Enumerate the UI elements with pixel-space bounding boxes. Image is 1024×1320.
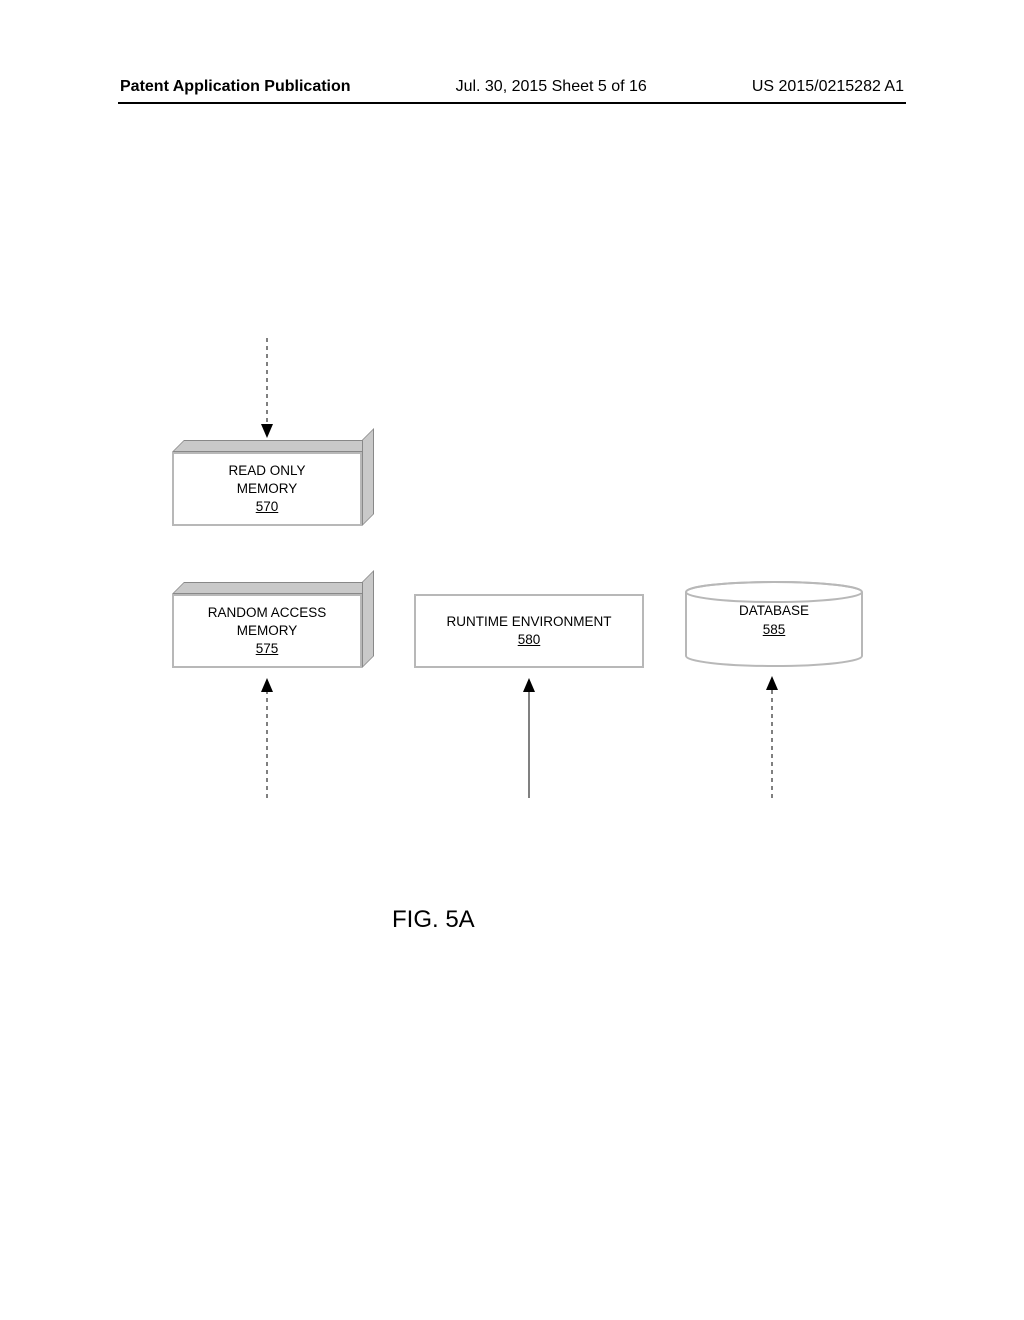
arrow-into-ram [261, 678, 273, 798]
arrow-into-runtime [523, 678, 535, 798]
ram-front: RANDOM ACCESS MEMORY 575 [172, 594, 362, 668]
rom-front: READ ONLY MEMORY 570 [172, 452, 362, 526]
rom-ref: 570 [256, 498, 279, 516]
database-label-wrap: DATABASE 585 [684, 602, 864, 640]
ram-label-2: MEMORY [237, 622, 298, 640]
ram-label-1: RANDOM ACCESS [208, 604, 327, 622]
ram-block: RANDOM ACCESS MEMORY 575 [172, 582, 362, 668]
arrow-into-rom [261, 338, 273, 438]
rom-label-1: READ ONLY [228, 462, 305, 480]
runtime-ref: 580 [518, 631, 541, 649]
ram-depth-top [172, 582, 374, 594]
database-block: DATABASE 585 [684, 580, 864, 666]
rom-depth-top [172, 440, 374, 452]
ram-ref: 575 [256, 640, 279, 658]
runtime-block: RUNTIME ENVIRONMENT 580 [414, 594, 644, 668]
ram-depth-side [362, 570, 374, 668]
figure-caption: FIG. 5A [392, 906, 475, 934]
arrow-into-database [766, 676, 778, 798]
figure-5a-diagram: READ ONLY MEMORY 570 RANDOM ACCESS MEMOR… [0, 0, 1024, 1320]
database-ref: 585 [684, 621, 864, 640]
rom-label-2: MEMORY [237, 480, 298, 498]
database-label: DATABASE [684, 602, 864, 621]
runtime-label: RUNTIME ENVIRONMENT [447, 613, 612, 631]
rom-block: READ ONLY MEMORY 570 [172, 440, 362, 526]
rom-depth-side [362, 428, 374, 526]
